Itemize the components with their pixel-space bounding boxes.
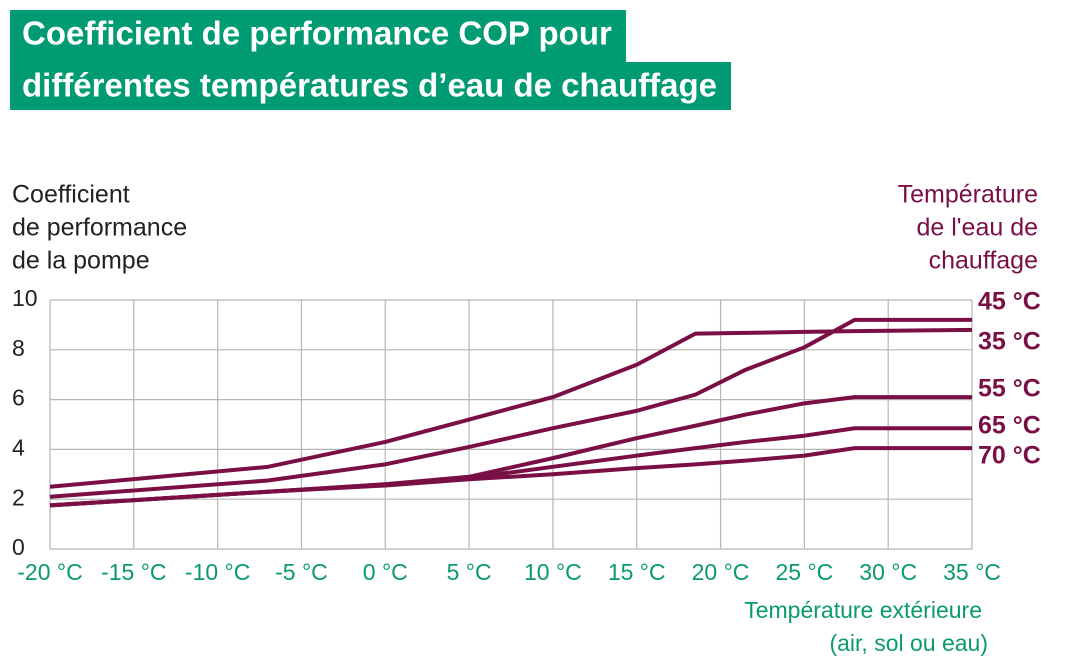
y-tick-label: 6 (12, 385, 25, 411)
chart-title: Coefficient de performance COP pour (22, 15, 612, 52)
title-box (10, 10, 626, 62)
series-line (49, 317, 972, 499)
series-line (49, 327, 973, 489)
y-tick-label: 8 (12, 335, 25, 361)
y-axis-label: de performance (12, 214, 187, 242)
y-tick-label: 10 (12, 285, 38, 311)
x-tick-label: 25 °C (775, 559, 833, 585)
series-label: 55 °C (978, 375, 1041, 403)
series-label: 65 °C (978, 412, 1041, 440)
x-tick-label: -10 °C (185, 559, 250, 585)
x-axis-label: Température extérieure (744, 597, 982, 623)
legend-title: Température (898, 181, 1038, 209)
y-tick-label: 4 (12, 434, 25, 460)
y-tick-label: 2 (12, 484, 25, 510)
x-tick-label: -15 °C (101, 559, 166, 585)
x-tick-label: 0 °C (363, 559, 408, 585)
x-tick-label: 20 °C (692, 559, 750, 585)
title-box (10, 62, 732, 110)
x-tick-label: 5 °C (447, 559, 492, 585)
series-line (49, 446, 972, 508)
series-label: 45 °C (978, 288, 1041, 316)
y-axis-label: de la pompe (12, 247, 150, 275)
x-tick-label: -20 °C (17, 559, 82, 585)
x-axis-label: (air, sol ou eau) (829, 630, 988, 656)
x-tick-label: 10 °C (524, 559, 582, 585)
series-label: 70 °C (978, 442, 1041, 470)
title-group: Coefficient de performance COP pour diffé… (10, 10, 732, 110)
y-axis-label: Coefficient (12, 181, 130, 209)
legend-title: chauffage (929, 247, 1038, 275)
y-tick-label: 0 (12, 534, 25, 560)
x-tick-label: 30 °C (859, 559, 917, 585)
x-tick-label: 35 °C (943, 559, 1001, 585)
legend-title: de l'eau de (916, 214, 1038, 242)
x-tick-label: 15 °C (608, 559, 666, 585)
x-tick-label: -5 °C (275, 559, 328, 585)
chart-title: différentes températures d’eau de chauff… (22, 67, 717, 104)
series-label: 35 °C (978, 328, 1041, 356)
